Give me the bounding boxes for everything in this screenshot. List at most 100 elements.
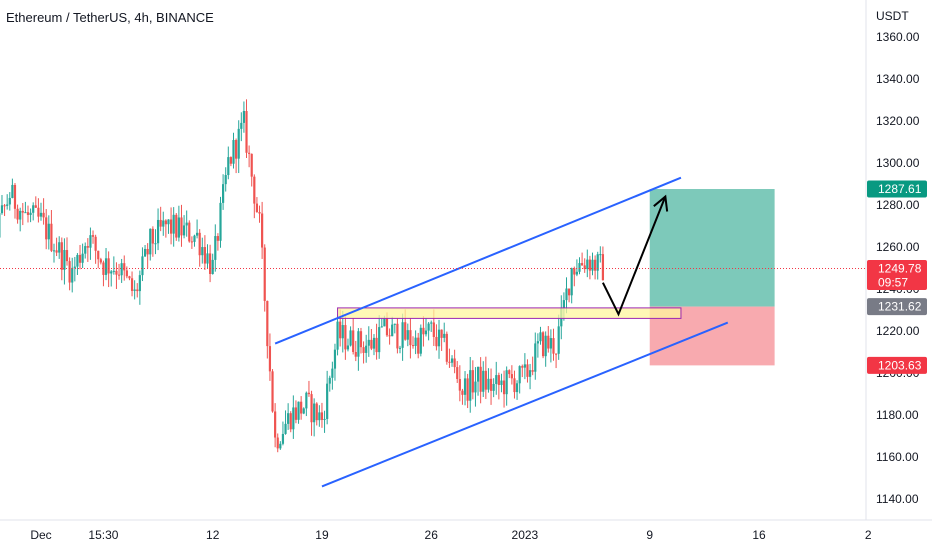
candle-body — [427, 323, 430, 331]
candle-body — [151, 228, 154, 244]
candle-body — [547, 335, 550, 349]
candle-body — [573, 268, 576, 275]
time-axis[interactable]: Dec 15:30 12 19 26 2023 9 16 2 — [30, 528, 872, 542]
stop-price-tag-box — [867, 356, 927, 374]
candle-body — [274, 411, 277, 438]
price-tick-label: 1220.00 — [876, 324, 920, 338]
candle-body — [383, 318, 386, 327]
candle-body — [284, 423, 287, 434]
candle-body — [68, 261, 71, 283]
candle-body — [32, 205, 35, 213]
candle-body — [216, 236, 219, 241]
candle-body — [115, 270, 118, 275]
symbol-title[interactable]: Ethereum / TetherUS, 4h, BINANCE — [6, 10, 214, 25]
price-tick-label: 1320.00 — [876, 114, 920, 128]
candle-body — [235, 140, 238, 159]
candle-body — [380, 326, 383, 328]
candle-body — [224, 175, 227, 185]
candle-body — [24, 212, 27, 214]
candle-body — [586, 259, 589, 270]
candle-body — [471, 370, 474, 393]
candle-body — [578, 263, 581, 272]
time-tick-label: 9 — [646, 528, 653, 542]
candle-body — [45, 217, 48, 240]
candle-body — [227, 157, 230, 176]
price-tick-label: 1300.00 — [876, 156, 920, 170]
candle-body — [276, 437, 279, 449]
time-tick-label: 16 — [752, 528, 766, 542]
candle-body — [443, 333, 446, 338]
candle-body — [78, 254, 82, 263]
candle-body — [445, 333, 448, 362]
candle-body — [594, 259, 597, 271]
candle-body — [287, 413, 290, 424]
candle-body — [352, 330, 355, 353]
support-zone-rectangle[interactable] — [337, 307, 682, 319]
candle-body — [575, 271, 578, 275]
projection-arrow[interactable] — [602, 196, 667, 317]
candle-body — [0, 205, 4, 214]
time-tick-label: Dec — [30, 528, 51, 542]
candle-body — [71, 267, 74, 283]
candle-body — [29, 212, 32, 215]
price-tick-label: 1180.00 — [876, 408, 919, 422]
lower-channel-line[interactable] — [321, 321, 729, 488]
candle-body — [279, 443, 282, 449]
candle-body — [359, 331, 363, 348]
candle-body — [188, 222, 191, 242]
candle-body — [281, 433, 285, 444]
candle-body — [518, 366, 521, 384]
candle-body — [73, 266, 76, 268]
candle-body — [242, 111, 246, 123]
candle-body — [336, 321, 339, 350]
candle-body — [164, 220, 167, 225]
candle-body — [565, 288, 568, 301]
time-tick-label: 2023 — [512, 528, 539, 542]
candle-body — [362, 347, 365, 353]
candle-body — [206, 253, 209, 264]
entry-price-tag-label: 1231.62 — [878, 300, 922, 314]
candle-body — [203, 247, 206, 264]
candle-body — [6, 204, 9, 206]
candle-body — [300, 401, 303, 414]
candle-body — [13, 184, 17, 209]
candle-body — [268, 346, 272, 372]
candle-body — [453, 358, 456, 368]
candle-body — [508, 370, 511, 375]
candle-body — [430, 322, 433, 324]
candle-body — [128, 276, 131, 279]
candle-body — [482, 370, 485, 392]
candle-body — [120, 263, 123, 276]
currency-label: USDT — [876, 9, 909, 23]
candle-body — [250, 153, 253, 177]
candle-body — [185, 222, 188, 226]
candle-body — [292, 407, 295, 430]
price-tick-label: 1280.00 — [876, 198, 920, 212]
candle-body — [154, 243, 157, 245]
candle-body — [393, 323, 396, 325]
candle-body — [58, 242, 61, 253]
candle-body — [86, 246, 89, 248]
current-price-tag-countdown: 09:57 — [878, 275, 908, 289]
candle-body — [39, 212, 43, 217]
upper-channel-line[interactable] — [274, 176, 682, 345]
candle-body — [16, 208, 19, 220]
candle-body — [375, 337, 378, 353]
candle-body — [526, 364, 529, 377]
target-profit-zone[interactable] — [649, 189, 775, 307]
candle-body — [331, 368, 334, 378]
candle-body — [492, 383, 495, 391]
candle-body — [294, 407, 298, 420]
price-tick-label: 1160.00 — [876, 450, 919, 464]
candle-body — [333, 349, 337, 369]
candle-body — [378, 327, 381, 353]
price-tick-label: 1140.00 — [876, 492, 919, 506]
candle-body — [601, 254, 605, 281]
candle-body — [401, 322, 404, 348]
candle-body — [253, 176, 256, 204]
candle-body — [583, 265, 586, 270]
candle-body — [417, 337, 420, 354]
candle-body — [396, 323, 399, 349]
